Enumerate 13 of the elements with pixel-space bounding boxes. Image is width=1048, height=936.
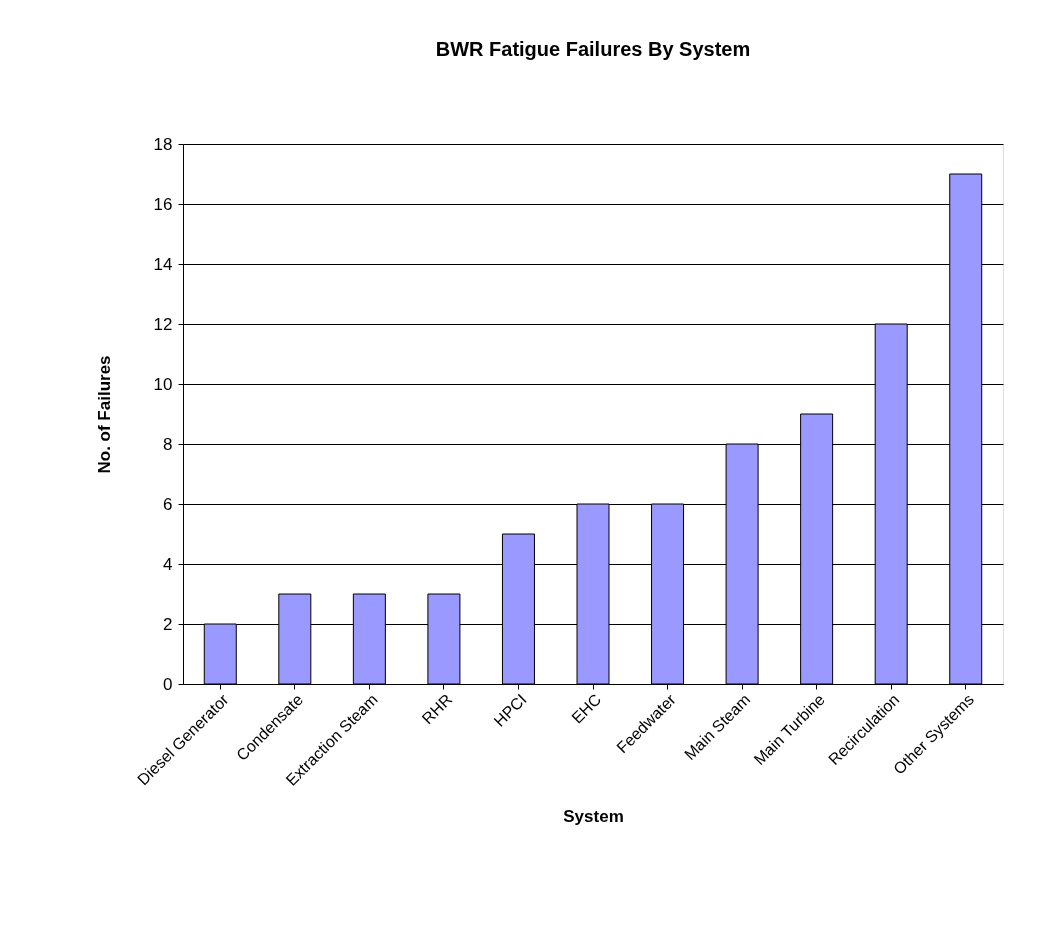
y-tick-label: 4 [163,554,173,574]
y-axis-title: No. of Failures [94,355,114,474]
chart-title: BWR Fatigue Failures By System [435,38,751,60]
y-tick-label: 10 [153,374,173,394]
y-tick-label: 0 [163,674,173,694]
x-axis-title: System [563,806,624,826]
y-tick-label: 6 [163,494,173,514]
y-tick-label: 14 [153,254,173,274]
y-tick-label: 18 [153,134,173,154]
y-tick-label: 16 [153,194,173,214]
y-tick-label: 8 [163,434,173,454]
y-tick-label: 2 [163,614,173,634]
y-tick-label: 12 [153,314,173,334]
